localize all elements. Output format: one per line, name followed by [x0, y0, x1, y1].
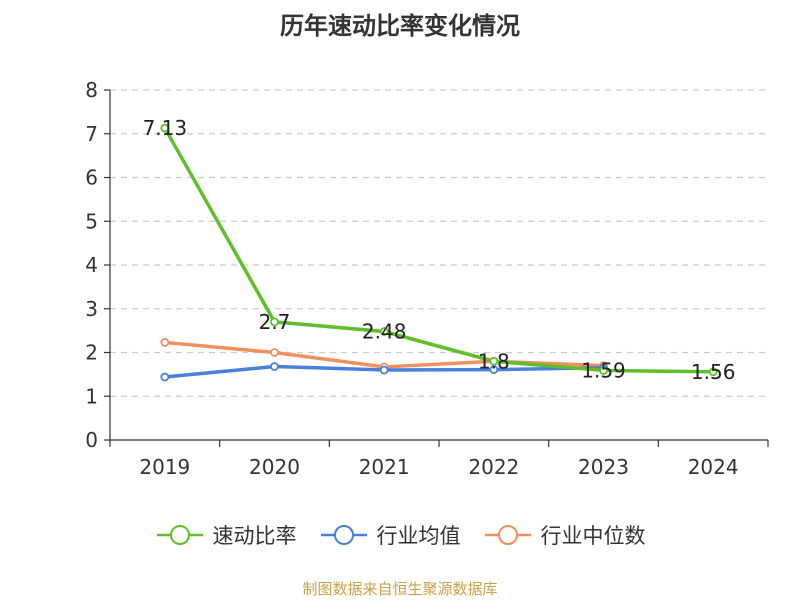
series-point-1: [160, 123, 170, 133]
data-label: 2.7: [259, 310, 291, 334]
legend-item-3[interactable]: 行业中位数: [483, 520, 646, 550]
series-point-3: [160, 338, 170, 347]
y-tick-label: 4: [85, 253, 98, 277]
legend-item-1[interactable]: 速动比率: [155, 520, 297, 550]
x-tick-label: 2022: [468, 455, 519, 479]
y-tick-label: 3: [85, 297, 98, 321]
series-line-1: [163, 127, 714, 374]
legend-label: 速动比率: [212, 524, 297, 548]
legend-line-marker-icon: [156, 525, 203, 545]
series-point-2: [379, 365, 389, 375]
y-tick-label: 2: [85, 341, 98, 365]
series-point-1: [708, 367, 718, 377]
series-point-1: [599, 366, 608, 375]
x-tick-label: 2021: [359, 455, 410, 479]
data-label: 1.56: [691, 360, 736, 384]
legend-label: 行业均值: [376, 524, 461, 548]
legend-line-marker-icon: [484, 525, 531, 545]
data-labels-layer: 7.13 2.7 2.48 1.8 1.59 1.56: [143, 116, 736, 384]
legend-line-marker-icon: [320, 525, 367, 545]
data-label: 1.59: [581, 358, 626, 382]
x-axis-ticks: 2019 2020 2021 2022 2023 2024: [109, 440, 769, 479]
series-point-2: [489, 365, 499, 374]
y-axis-ticks: 0 1 2 3 4 5 6 7 8: [85, 78, 110, 452]
chart-title: 历年速动比率变化情况: [280, 12, 520, 40]
series-point-1: [379, 327, 389, 336]
source-footer: 制图数据来自恒生聚源数据库: [302, 580, 498, 598]
series-point-1: [489, 356, 499, 366]
y-tick-label: 0: [85, 428, 98, 452]
data-label: 1.8: [478, 349, 510, 373]
series-point-2: [160, 372, 170, 382]
data-label: 2.48: [362, 320, 407, 344]
y-tick-label: 6: [85, 166, 98, 190]
legend-label: 行业中位数: [540, 524, 646, 548]
data-label: 7.13: [143, 116, 188, 140]
y-tick-label: 5: [85, 209, 98, 233]
legend-item-2[interactable]: 行业均值: [319, 520, 461, 550]
series-layer: [160, 123, 718, 382]
series-point-2: [270, 362, 279, 371]
x-tick-label: 2024: [688, 455, 739, 479]
x-tick-label: 2023: [578, 455, 629, 479]
x-tick-label: 2019: [139, 455, 190, 479]
y-tick-label: 1: [85, 384, 98, 408]
x-tick-label: 2020: [249, 455, 300, 479]
grid-lines: [110, 89, 768, 397]
y-tick-label: 8: [85, 78, 98, 102]
series-point-1: [270, 317, 279, 327]
axes: [109, 90, 768, 441]
series-point-3: [270, 348, 279, 357]
legend: 速动比率 行业均值 行业中位数: [0, 520, 800, 550]
y-tick-label: 7: [85, 122, 98, 146]
